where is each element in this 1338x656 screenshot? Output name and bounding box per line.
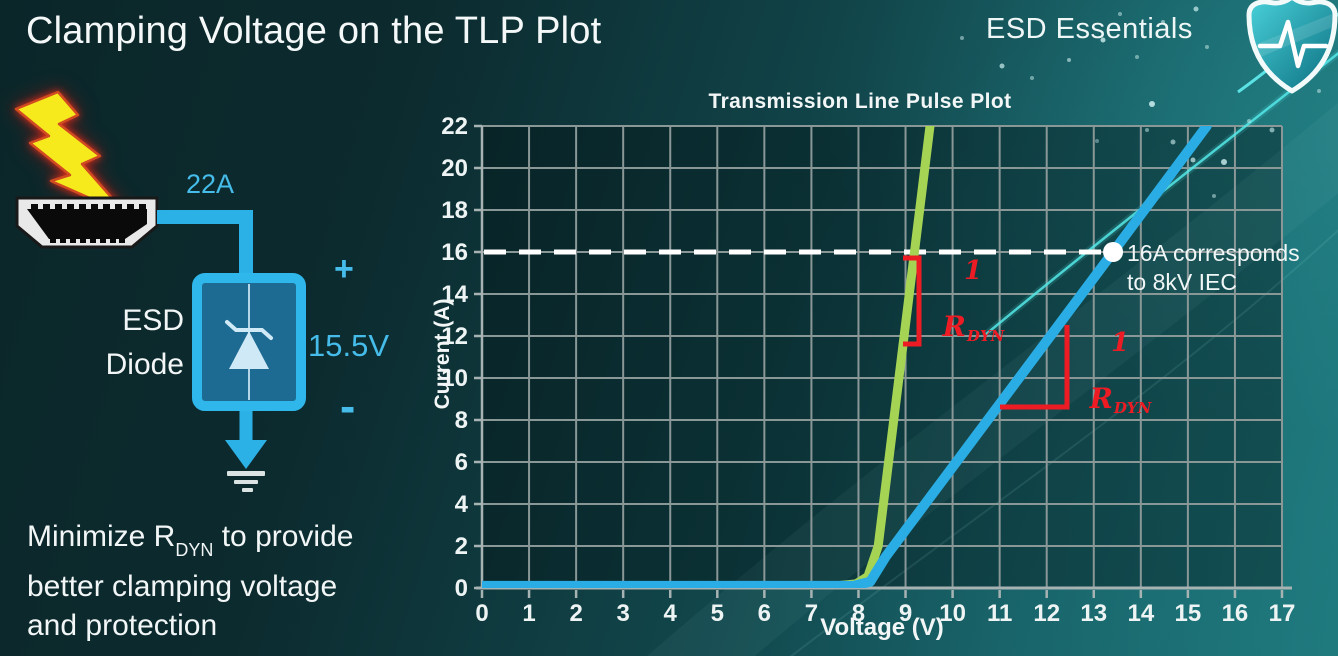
y-tick-label: 22 xyxy=(441,113,468,140)
y-tick-label: 0 xyxy=(455,575,468,602)
x-tick-label: 8 xyxy=(852,600,865,627)
marker-annotation-line2: to 8kV IEC xyxy=(1127,269,1237,295)
fraction-numerator: 1 xyxy=(963,256,983,286)
fraction-denominator: RDYN xyxy=(1089,382,1152,418)
x-tick-label: 4 xyxy=(664,600,678,627)
x-tick-label: 5 xyxy=(711,600,724,627)
rdyn-fraction-green: 1 RDYN xyxy=(937,258,1009,346)
page-title: Clamping Voltage on the TLP Plot xyxy=(26,10,602,52)
tlp-curve-blue xyxy=(482,126,1212,588)
marker-dot xyxy=(1103,242,1124,262)
y-tick-label: 4 xyxy=(455,491,469,518)
y-axis-title: Current (A) xyxy=(431,298,454,410)
marker-annotation-line1: 16A corresponds xyxy=(1127,240,1300,266)
clamping-voltage-label: 15.5V xyxy=(308,328,390,363)
esd-circuit-diagram xyxy=(14,90,306,492)
polarity-minus-label: - xyxy=(340,380,356,432)
y-tick-label: 8 xyxy=(455,407,468,434)
slope-indicator-blue xyxy=(1000,325,1070,410)
takeaway-note: Minimize RDYN to provide better clamping… xyxy=(27,517,353,645)
note-line-3: and protection xyxy=(27,609,218,642)
y-tick-label: 20 xyxy=(441,155,468,182)
fraction-denominator: RDYN xyxy=(942,310,1005,346)
curves xyxy=(482,126,1212,588)
hdmi-connector-icon xyxy=(15,196,159,249)
fraction-numerator: 1 xyxy=(1110,328,1130,358)
lightning-bolt-icon xyxy=(14,90,128,216)
x-axis-title: Voltage (V) xyxy=(820,614,944,641)
note-line-2: better clamping voltage xyxy=(27,570,338,603)
x-tick-label: 13 xyxy=(1080,600,1107,627)
esd-diode-label: ESD Diode xyxy=(105,304,184,381)
y-tick-label: 18 xyxy=(441,197,468,224)
polarity-plus-label: + xyxy=(334,250,354,288)
x-tick-label: 0 xyxy=(475,600,488,627)
x-tick-label: 1 xyxy=(522,600,535,627)
zener-diode-symbol-icon xyxy=(192,273,306,411)
y-tick-label: 14 xyxy=(441,281,468,308)
x-tick-label: 12 xyxy=(1033,600,1060,627)
y-tick-label: 12 xyxy=(441,323,468,350)
chart-title: Transmission Line Pulse Plot xyxy=(708,90,1012,113)
x-tick-label: 17 xyxy=(1269,600,1296,627)
x-tick-label: 16 xyxy=(1222,600,1249,627)
slope-indicator-green xyxy=(903,255,922,347)
y-tick-label: 10 xyxy=(441,365,468,392)
note-line-1: Minimize RDYN to provide xyxy=(27,520,354,561)
background-particles xyxy=(960,6,1321,198)
rdyn-fraction-blue: 1 RDYN xyxy=(1083,330,1157,418)
y-tick-label: 2 xyxy=(455,533,468,560)
x-tick-label: 14 xyxy=(1127,600,1154,627)
surge-current-label: 22A xyxy=(186,169,235,199)
wire xyxy=(157,210,253,277)
tick-labels: 0 1 2 3 4 5 6 7 8 9 10 11 12 13 14 15 16 1702468101214161… xyxy=(441,113,1295,627)
shield-pulse-icon xyxy=(1246,0,1338,94)
x-tick-label: 3 xyxy=(616,600,629,627)
ground-arrow xyxy=(225,411,267,469)
brand-name: ESD Essentials xyxy=(986,13,1193,45)
marker-point xyxy=(1103,242,1124,262)
y-tick-label: 6 xyxy=(455,449,468,476)
x-tick-label: 9 xyxy=(899,600,912,627)
x-tick-label: 6 xyxy=(758,600,771,627)
x-tick-label: 15 xyxy=(1175,600,1202,627)
x-tick-label: 10 xyxy=(939,600,966,627)
x-tick-label: 11 xyxy=(987,600,1012,627)
ground-symbol-icon xyxy=(227,471,265,492)
y-tick-label: 16 xyxy=(441,239,468,266)
x-tick-label: 2 xyxy=(569,600,582,627)
x-tick-label: 7 xyxy=(805,600,818,627)
